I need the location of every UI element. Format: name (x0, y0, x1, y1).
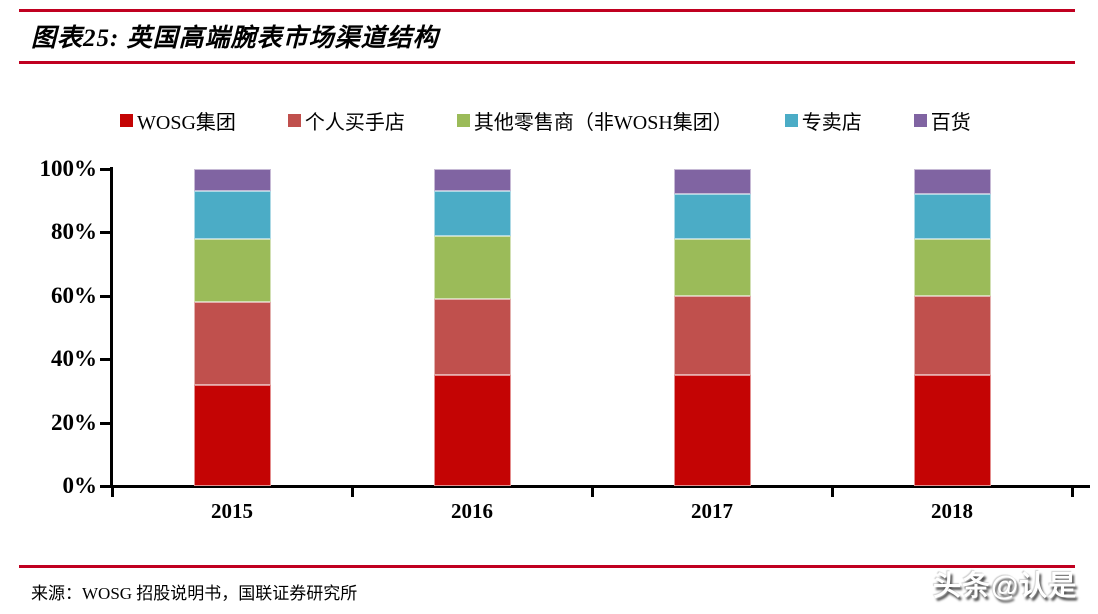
y-axis-tick-label: 20% (51, 409, 97, 435)
legend-swatch-icon (287, 114, 301, 127)
y-axis-tick-label: 0% (62, 473, 98, 498)
legend-label: 其他零售商（非WOSH集团） (473, 112, 733, 134)
y-axis-tick (100, 168, 110, 171)
x-axis-category-label: 2018 (931, 499, 973, 523)
bar-segment-2017 (673, 295, 751, 376)
bar-segment-2017 (673, 238, 751, 296)
legend-swatch-icon (784, 114, 798, 127)
bar-segment-2016 (433, 375, 511, 486)
legend-label: WOSG集团 (137, 112, 236, 134)
x-axis-category-label: 2017 (691, 499, 733, 523)
y-axis-line (110, 167, 113, 488)
bar-segment-2015 (193, 238, 271, 303)
bar-segment-2016 (433, 235, 511, 299)
legend-item-3: 其他零售商（非WOSH集团） (456, 106, 733, 135)
legend-swatch-icon (120, 114, 133, 127)
legend-label: 专卖店 (801, 112, 862, 134)
y-axis-tick (100, 294, 110, 298)
y-axis-tick (100, 421, 110, 425)
legend-item-1: WOSG集团 (120, 106, 236, 135)
bar-segment-2017 (673, 169, 751, 195)
x-axis-line (110, 485, 1090, 488)
y-axis-tick (100, 231, 110, 235)
y-axis-tick-label: 60% (51, 282, 97, 308)
bar-segment-2015 (193, 169, 271, 192)
x-axis-tick (591, 487, 594, 497)
y-axis-tick (100, 485, 110, 488)
bar-segment-2018 (913, 375, 991, 486)
legend-swatch-icon (456, 114, 470, 127)
bar-segment-2017 (673, 194, 751, 239)
y-axis-tick-label: 80% (51, 219, 97, 245)
x-axis-tick (351, 487, 354, 497)
y-axis-tick (100, 358, 110, 362)
bar-segment-2017 (673, 375, 751, 486)
footer-rule (19, 565, 1075, 568)
bar-segment-2018 (913, 238, 991, 296)
bar-segment-2016 (433, 191, 511, 236)
bar-segment-2018 (913, 295, 991, 376)
legend-item-4: 专卖店 (784, 106, 862, 135)
x-axis-tick (1071, 487, 1074, 497)
legend-label: 个人买手店 (304, 112, 405, 134)
bar-segment-2018 (913, 194, 991, 239)
bar-segment-2015 (193, 302, 271, 385)
chart-title: 图表25: 英国高端腕表市场渠道结构 (31, 25, 439, 52)
legend-item-5: 百货 (913, 106, 971, 135)
top-rule (19, 9, 1075, 12)
title-bottom-rule (19, 61, 1075, 64)
x-axis-tick (831, 487, 834, 497)
legend-item-2: 个人买手店 (287, 106, 405, 135)
y-axis-tick-label: 100% (39, 156, 98, 181)
bar-segment-2016 (433, 169, 511, 192)
legend-label: 百货 (930, 112, 971, 134)
watermark: 头条@认是 (933, 570, 1078, 601)
bar-segment-2015 (193, 191, 271, 239)
chart-legend: WOSG集团 个人买手店 其他零售商（非WOSH集团） 专卖店 百货 (120, 106, 1078, 135)
legend-swatch-icon (913, 114, 927, 127)
source-note: 来源：WOSG 招股说明书，国联证券研究所 (31, 584, 358, 603)
x-axis-category-label: 2016 (451, 499, 493, 523)
x-axis-category-label: 2015 (211, 499, 253, 523)
x-axis-tick (111, 487, 114, 497)
bar-segment-2016 (433, 298, 511, 376)
y-axis-tick-label: 40% (51, 346, 97, 372)
bar-segment-2018 (913, 169, 991, 195)
bar-segment-2015 (193, 384, 271, 486)
